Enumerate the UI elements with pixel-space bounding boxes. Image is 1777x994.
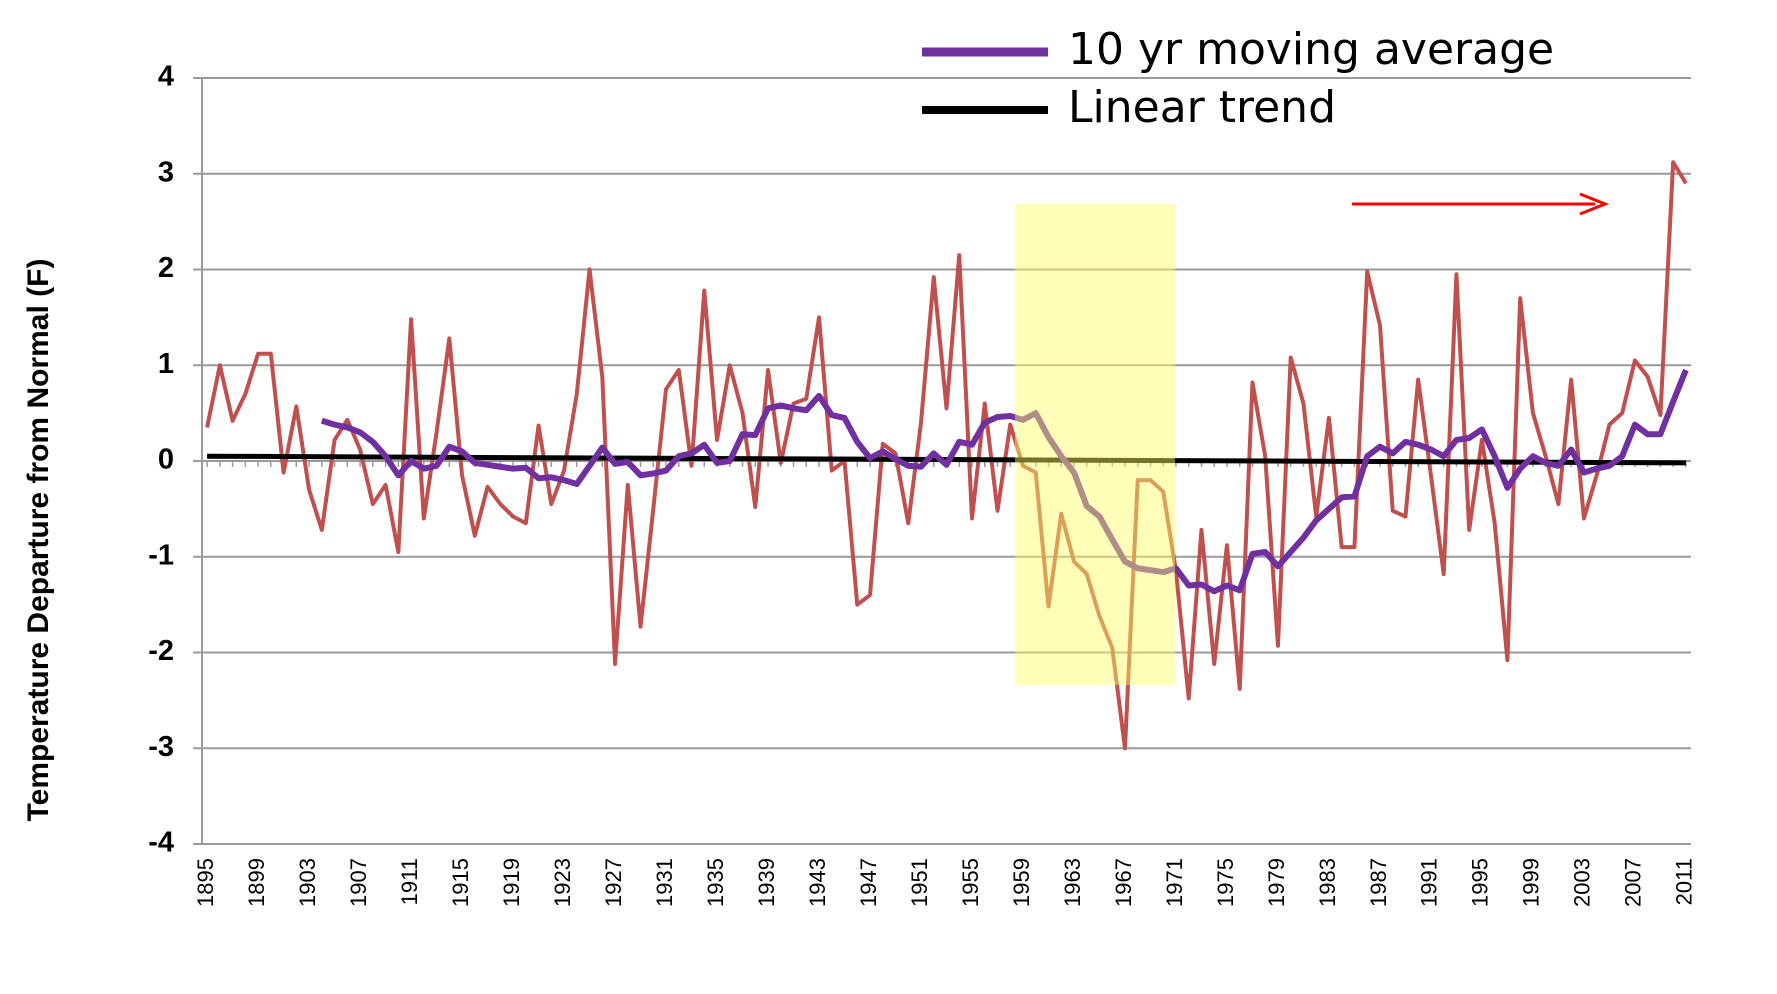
x-tick-label: 1907 [346, 858, 371, 907]
y-tick-label: -2 [148, 635, 174, 667]
x-tick-label: 1943 [805, 858, 830, 907]
x-tick-label: 2011 [1672, 858, 1697, 905]
x-tick-label: 1955 [958, 858, 983, 907]
x-tick-label: 1999 [1519, 858, 1544, 907]
x-tick-label: 1947 [856, 858, 881, 907]
lines [205, 160, 1689, 751]
x-tick-label: 1987 [1366, 858, 1391, 907]
x-tick-label: 1967 [1111, 858, 1136, 907]
x-tick-label: 1931 [652, 858, 677, 907]
x-tick-label: 1951 [907, 858, 932, 907]
x-tick-label: 2003 [1570, 858, 1595, 907]
series-line [320, 368, 1689, 595]
x-tick-label: 1899 [244, 858, 269, 907]
x-tick-label: 1959 [1009, 858, 1034, 907]
x-tick-label: 1923 [550, 858, 575, 907]
x-tick-label: 1963 [1060, 858, 1085, 907]
x-tick-label: 1939 [754, 858, 779, 907]
x-tick-label: 1935 [703, 858, 728, 907]
x-tick-label: 1903 [295, 858, 320, 907]
y-tick-label: 0 [158, 444, 174, 476]
arrow-head [1579, 192, 1610, 216]
legend-label: Linear trend [1068, 82, 1336, 133]
x-tick-label: 1911 [397, 858, 422, 905]
x-tick-label: 1995 [1468, 858, 1493, 907]
highlight-box [1015, 204, 1175, 685]
x-tick-label: 1979 [1264, 858, 1289, 907]
x-tick-label: 1991 [1417, 858, 1442, 907]
y-tick-label: 1 [158, 348, 174, 380]
legend-label: 10 yr moving average [1068, 24, 1554, 75]
y-tick-label: 3 [158, 156, 174, 188]
grid: -4 -3 -2 -1 0 1 2 3 4 1895 1899 1903 1907 1911 1915 191… [148, 61, 1697, 907]
x-tick-label: 1983 [1315, 858, 1340, 907]
legend: 10 yr moving average Linear trend [922, 24, 1554, 133]
y-tick-label: 2 [158, 252, 174, 284]
y-tick-label: 4 [158, 61, 174, 93]
y-tick-label: -3 [148, 731, 174, 763]
x-tick-label: 1895 [193, 858, 218, 907]
arrow [1352, 192, 1610, 216]
x-tick-label: 1975 [1213, 858, 1238, 907]
series-line [205, 160, 1688, 751]
x-tick-label: 2007 [1621, 858, 1646, 907]
x-tick-label: 1919 [499, 858, 524, 907]
x-tick-label: 1971 [1162, 858, 1187, 907]
y-tick-label: -1 [148, 539, 174, 571]
x-tick-label: 1927 [601, 858, 626, 907]
x-tick-label: 1915 [448, 858, 473, 907]
y-tick-label: -4 [148, 827, 174, 859]
y-axis-label: Temperature Departure from Normal (F) [22, 259, 55, 822]
